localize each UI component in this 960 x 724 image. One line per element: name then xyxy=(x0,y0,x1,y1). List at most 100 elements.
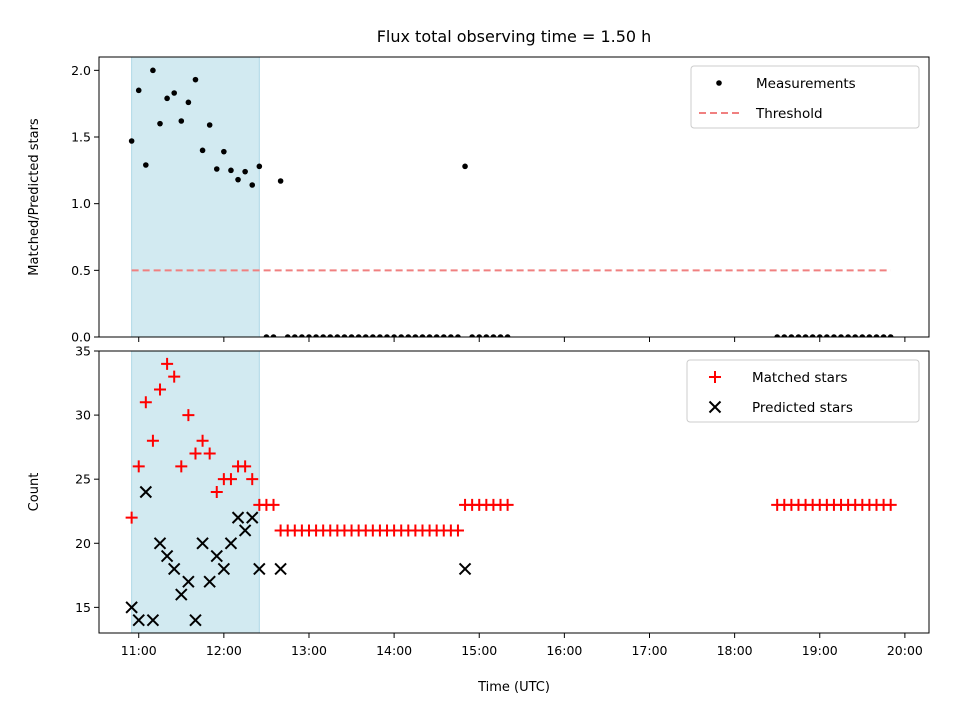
measurements-point xyxy=(355,334,362,337)
matched-stars-point xyxy=(224,473,237,486)
plot-area xyxy=(128,67,894,337)
measurements-point xyxy=(838,334,844,337)
measurements-point xyxy=(490,334,497,337)
measurements-point xyxy=(774,334,780,337)
matched-stars-point xyxy=(884,498,897,511)
y-tick-label: 35 xyxy=(75,344,91,359)
measurements-point xyxy=(185,99,192,106)
x-tick-label: 18:00 xyxy=(717,643,753,658)
measurements-point xyxy=(845,334,851,337)
predicted-stars-point xyxy=(175,588,188,601)
measurements-point xyxy=(291,334,298,337)
measurements-point xyxy=(433,334,440,337)
predicted-stars-point xyxy=(231,511,245,524)
predicted-stars-point xyxy=(132,613,145,627)
matched-stars-point xyxy=(501,498,514,511)
matched-stars-point xyxy=(175,460,188,473)
x-tick-label: 11:00 xyxy=(121,643,157,658)
measurements-point xyxy=(859,334,866,337)
y-tick-label: 0.0 xyxy=(71,330,91,345)
matched-stars-point xyxy=(451,524,464,537)
measurements-point xyxy=(228,167,234,174)
measurements-point xyxy=(412,334,419,337)
measurements-point xyxy=(880,334,887,337)
measurements-point xyxy=(866,334,873,337)
matched-stars-point xyxy=(182,409,195,422)
matched-stars-point xyxy=(210,486,223,498)
measurements-point xyxy=(852,334,859,337)
measurements-point xyxy=(235,176,241,183)
measurements-point xyxy=(887,334,894,337)
measurements-point xyxy=(455,334,461,337)
threshold-legend-label: Threshold xyxy=(755,106,823,122)
measurements-point xyxy=(831,334,837,337)
measurements-point xyxy=(384,334,390,337)
chart-title: Flux total observing time = 1.50 h xyxy=(377,27,652,46)
measurements-point xyxy=(270,334,277,337)
matched-stars-point xyxy=(239,460,252,473)
panel-frame xyxy=(98,56,930,338)
measurements-point xyxy=(476,334,483,337)
measurements-point xyxy=(440,334,447,337)
observing-span xyxy=(131,350,260,634)
measurements-point xyxy=(370,334,376,337)
predicted-stars-point xyxy=(139,485,153,499)
measurements-point xyxy=(157,120,163,127)
measurements-point xyxy=(873,334,880,337)
measurements-point xyxy=(816,334,823,337)
measurements-point xyxy=(802,334,809,337)
y-tick-label: 20 xyxy=(75,536,91,551)
measurements-point xyxy=(809,334,816,337)
y-tick-label: 1.0 xyxy=(71,196,91,211)
panel-2: 11:00 12:00 13:00 14:00 15:00 16:00 17:00 18:00… xyxy=(27,344,930,695)
y-axis-label: Matched/Predicted stars xyxy=(27,118,42,276)
y-tick-label: 15 xyxy=(75,600,91,615)
measurements-point xyxy=(362,334,369,337)
predicted-stars-point xyxy=(153,537,167,550)
y-tick-label: 1.5 xyxy=(71,130,91,145)
predicted-stars-point xyxy=(246,511,259,524)
panel-frame xyxy=(98,350,930,634)
measurements-point xyxy=(306,334,312,337)
predicted-stars-point xyxy=(125,601,138,614)
predicted-stars-point xyxy=(203,575,216,588)
measurements-point xyxy=(284,334,291,337)
x-tick-label: 17:00 xyxy=(631,643,667,658)
measurements-point xyxy=(419,334,426,337)
plot-area xyxy=(125,357,897,627)
predicted-stars-point xyxy=(217,562,231,576)
matched-stars-point xyxy=(132,460,145,473)
measurements-point xyxy=(171,90,177,96)
y-tick-label: 30 xyxy=(75,408,91,423)
measurements-point xyxy=(199,147,206,154)
legend-box xyxy=(686,359,920,423)
x-tick-label: 20:00 xyxy=(887,643,923,658)
y-tick-label: 25 xyxy=(75,472,91,487)
x-axis-label: Time (UTC) xyxy=(477,680,550,695)
measurements-point xyxy=(341,334,348,337)
measurements-point xyxy=(377,334,383,337)
measurements-point xyxy=(788,334,795,337)
measurements-point xyxy=(213,166,220,172)
measurements-point xyxy=(277,178,284,184)
measurements-point xyxy=(178,118,185,124)
measurements-point xyxy=(391,334,397,337)
matched-stars-legend-label: Matched stars xyxy=(752,370,848,386)
matched-stars-point xyxy=(154,383,167,396)
x-tick-label: 13:00 xyxy=(291,643,327,658)
panel-1: 0.0 0.5 1.0 1.5 2.0 Matched/Predicted stars Me… xyxy=(27,56,930,345)
measurements-point xyxy=(824,334,830,337)
x-tick-label: 12:00 xyxy=(206,643,242,658)
matched-stars-point xyxy=(267,498,280,511)
measurements-point xyxy=(192,76,199,83)
measurements-point xyxy=(448,334,454,337)
legend-box xyxy=(690,65,920,129)
measurements-point xyxy=(256,163,263,170)
predicted-stars-point xyxy=(189,613,202,627)
measurements-point xyxy=(348,334,355,337)
predicted-stars-point xyxy=(196,537,209,550)
measurements-point xyxy=(313,334,319,337)
matched-stars-point xyxy=(203,447,216,460)
measurements-point xyxy=(334,334,341,337)
